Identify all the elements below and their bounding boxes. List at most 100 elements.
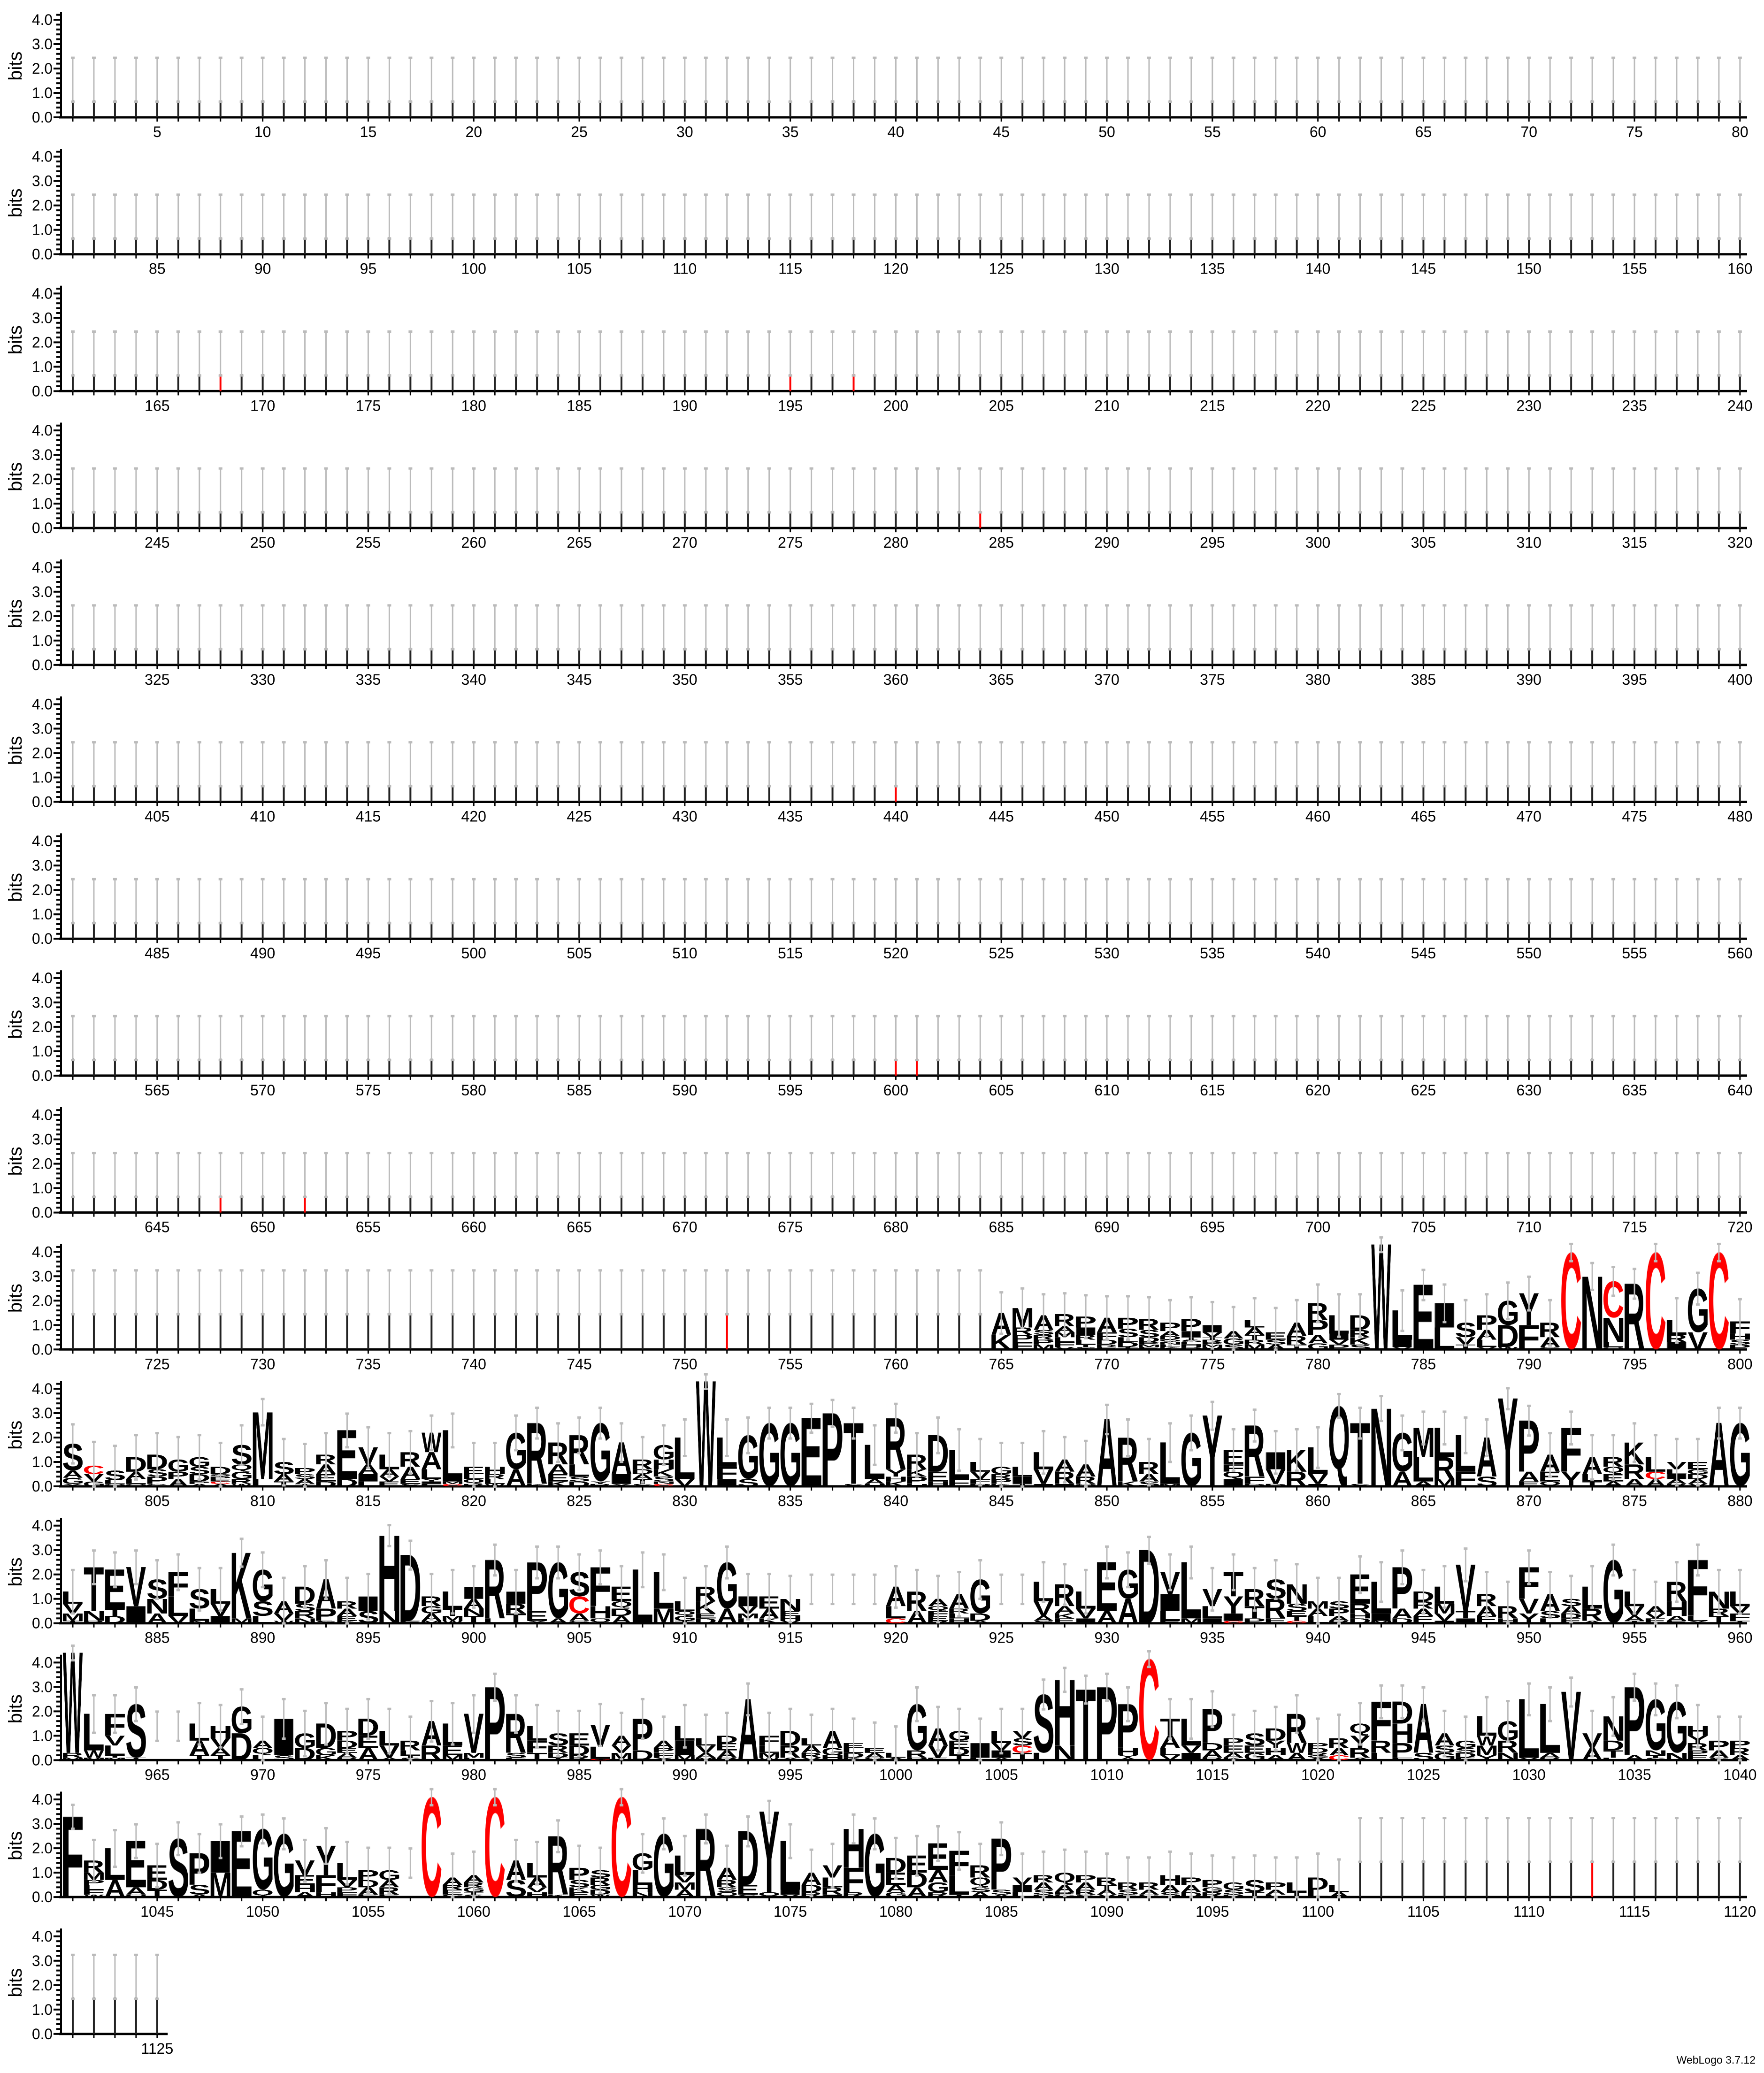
error-bar-cap bbox=[894, 1269, 898, 1272]
narrow-letter-stack bbox=[662, 1195, 665, 1213]
error-bar-cap bbox=[1738, 100, 1742, 103]
narrow-letter-stack bbox=[1064, 100, 1066, 117]
error-bar-cap bbox=[619, 785, 623, 788]
error-bar-cap bbox=[345, 878, 349, 880]
error-bar-cap bbox=[71, 100, 75, 103]
narrow-letter-stack bbox=[958, 921, 960, 939]
x-tick-label: 825 bbox=[567, 1492, 591, 1509]
narrow-letter-stack bbox=[219, 1058, 222, 1076]
error-bar-cap bbox=[1252, 193, 1257, 196]
narrow-letter-stack bbox=[768, 785, 770, 802]
error-bar-cap bbox=[1569, 1195, 1573, 1198]
error-bar-cap bbox=[176, 785, 180, 788]
error-bar-cap bbox=[1421, 374, 1426, 377]
error-bar-cap bbox=[493, 374, 497, 377]
error-bar-cap bbox=[261, 374, 265, 377]
error-bar-cap bbox=[619, 878, 623, 880]
error-bar-cap bbox=[282, 1152, 286, 1155]
error-bar-cap bbox=[1210, 374, 1214, 377]
error-bar-cap bbox=[1506, 604, 1510, 607]
narrow-letter-stack bbox=[1021, 237, 1024, 254]
error-bar-cap bbox=[472, 511, 476, 514]
narrow-letter-stack bbox=[1486, 921, 1488, 939]
narrow-letter-stack bbox=[662, 237, 665, 254]
error-bar-cap bbox=[1295, 648, 1299, 650]
error-bar-cap bbox=[1633, 1015, 1637, 1017]
error-bar-cap bbox=[1295, 604, 1299, 607]
error-bar-cap bbox=[282, 1313, 286, 1316]
error-bar-cap bbox=[176, 1152, 180, 1155]
narrow-letter-stack bbox=[1359, 511, 1361, 528]
narrow-letter-stack bbox=[1000, 1195, 1003, 1213]
x-tick-label: 625 bbox=[1411, 1082, 1436, 1099]
x-tick-label: 700 bbox=[1305, 1219, 1330, 1236]
error-bar-cap bbox=[451, 604, 455, 607]
error-bar-cap bbox=[1210, 878, 1214, 880]
error-bar-cap bbox=[535, 100, 539, 103]
narrow-letter-stack bbox=[1253, 1195, 1256, 1213]
narrow-letter-stack bbox=[1338, 374, 1340, 391]
x-tick-label: 470 bbox=[1517, 808, 1542, 825]
y-tick-label: 0.0 bbox=[32, 2026, 53, 2042]
error-bar-cap bbox=[830, 1059, 835, 1062]
error-bar-cap bbox=[1485, 1195, 1489, 1198]
narrow-letter-stack bbox=[1718, 1860, 1720, 1897]
error-bar-cap bbox=[197, 193, 201, 196]
error-bar-cap bbox=[640, 878, 644, 880]
x-tick-label: 630 bbox=[1517, 1082, 1542, 1099]
narrow-letter-stack bbox=[1507, 237, 1509, 254]
error-bar-cap bbox=[767, 648, 771, 650]
x-tick-label: 555 bbox=[1622, 945, 1647, 962]
error-bar-cap bbox=[661, 1269, 666, 1272]
error-bar-cap bbox=[92, 100, 96, 103]
error-bar-cap bbox=[1421, 511, 1426, 514]
narrow-letter-stack bbox=[1190, 785, 1192, 802]
error-bar-cap bbox=[1295, 1152, 1299, 1155]
error-bar-cap bbox=[619, 237, 623, 240]
error-bar-cap bbox=[1105, 330, 1109, 333]
error-bar-cap bbox=[830, 1152, 835, 1155]
x-tick-label: 205 bbox=[989, 397, 1014, 414]
narrow-letter-stack bbox=[1486, 237, 1488, 254]
error-bar-cap bbox=[1189, 1152, 1193, 1155]
error-bar-cap bbox=[1506, 1195, 1510, 1198]
error-bar-cap bbox=[704, 1195, 708, 1198]
narrow-letter-stack bbox=[135, 374, 137, 391]
error-bar-cap bbox=[1210, 467, 1214, 470]
error-bar-cap bbox=[1442, 1015, 1447, 1017]
error-bar-cap bbox=[1590, 237, 1595, 240]
error-bar-cap bbox=[408, 604, 413, 607]
error-bar-cap bbox=[936, 741, 940, 744]
error-bar-cap bbox=[472, 878, 476, 880]
error-bar-cap bbox=[577, 1195, 582, 1198]
error-bar-cap bbox=[345, 1059, 349, 1062]
narrow-letter-stack bbox=[1190, 511, 1192, 528]
narrow-letter-stack bbox=[1169, 1058, 1171, 1076]
error-bar-cap bbox=[978, 237, 982, 240]
error-bar-cap bbox=[1168, 511, 1172, 514]
error-bar-cap bbox=[1485, 100, 1489, 103]
x-tick-label: 370 bbox=[1094, 671, 1119, 688]
narrow-letter-stack bbox=[1528, 921, 1530, 939]
narrow-letter-stack bbox=[1043, 1058, 1045, 1076]
narrow-letter-stack bbox=[240, 1058, 243, 1076]
error-bar-cap bbox=[1674, 922, 1679, 925]
error-bar-cap bbox=[134, 922, 138, 925]
error-bar-cap bbox=[936, 785, 940, 788]
narrow-letter-stack bbox=[557, 374, 560, 391]
error-bar-cap bbox=[1506, 1015, 1510, 1017]
error-bar-cap bbox=[683, 1059, 687, 1062]
narrow-letter-stack bbox=[1591, 785, 1594, 802]
error-bar-cap bbox=[1400, 878, 1404, 880]
x-tick-label: 190 bbox=[672, 397, 697, 414]
narrow-letter-stack bbox=[494, 1058, 496, 1076]
narrow-letter-stack bbox=[1612, 785, 1615, 802]
error-bar-cap bbox=[1695, 878, 1700, 880]
narrow-letter-stack bbox=[662, 1058, 665, 1076]
narrow-letter-stack bbox=[135, 1058, 137, 1076]
error-bar-cap bbox=[1400, 1152, 1404, 1155]
error-bar-cap bbox=[1654, 467, 1657, 470]
error-bar-cap bbox=[999, 1573, 1004, 1576]
error-bar-cap bbox=[155, 1313, 159, 1316]
error-bar-cap bbox=[915, 741, 919, 744]
